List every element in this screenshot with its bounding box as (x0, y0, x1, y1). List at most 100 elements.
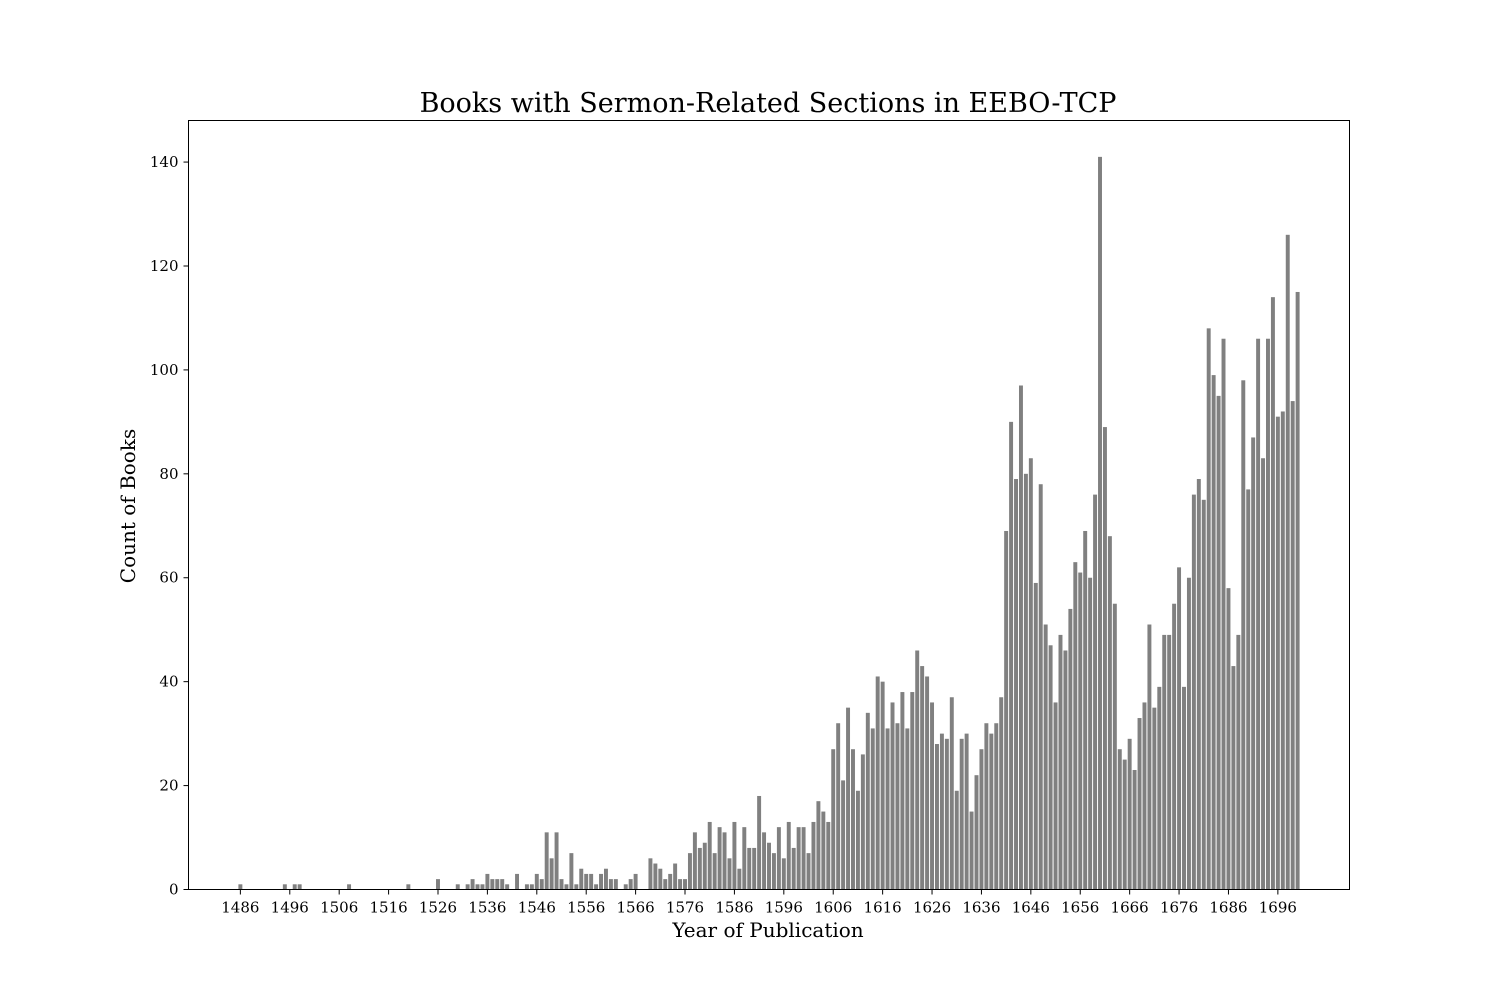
bar-1691 (1251, 437, 1256, 890)
bar-1677 (1182, 686, 1186, 890)
x-tick-label: 1516 (369, 899, 407, 917)
bar-1571 (658, 868, 663, 890)
bar-1545 (529, 884, 534, 890)
x-tick-label: 1496 (271, 899, 309, 917)
bar-1544 (524, 884, 529, 890)
x-tick-label: 1636 (962, 899, 1000, 917)
bar-1520 (406, 884, 411, 890)
bar-1555 (579, 868, 584, 890)
x-tick-label: 1696 (1259, 899, 1297, 917)
bar-1665 (1122, 759, 1127, 890)
bar-1497 (292, 884, 297, 890)
bar-1604 (821, 811, 826, 890)
bar-1537 (490, 879, 495, 890)
y-tick-label: 80 (159, 465, 178, 483)
bar-1635 (974, 775, 979, 890)
bar-1540 (505, 884, 510, 890)
bar-1597 (786, 821, 791, 890)
bar-1535 (480, 884, 485, 890)
bar-1684 (1216, 395, 1221, 890)
bar-1695 (1270, 297, 1275, 890)
bar-1569 (648, 858, 653, 890)
bar-1587 (737, 868, 742, 890)
bar-1624 (920, 666, 925, 890)
bar-1582 (712, 853, 717, 890)
bar-1645 (1023, 473, 1028, 890)
bar-1534 (475, 884, 480, 890)
bar-1687 (1231, 666, 1236, 890)
bar-1671 (1152, 707, 1157, 890)
bar-1641 (1004, 530, 1009, 890)
bar-1666 (1127, 738, 1132, 890)
bar-1581 (707, 821, 712, 890)
bar-1596 (781, 858, 786, 890)
bar-1661 (1102, 427, 1107, 890)
bar-1627 (934, 744, 939, 890)
bar-1662 (1107, 536, 1112, 890)
x-tick-label: 1506 (320, 899, 358, 917)
y-axis-label: Count of Books (116, 429, 140, 583)
bar-1654 (1068, 608, 1073, 890)
bar-1612 (860, 754, 865, 890)
bar-1678 (1186, 577, 1191, 890)
bar-1647 (1033, 582, 1038, 890)
bar-1632 (959, 738, 964, 890)
bar-1554 (574, 884, 579, 890)
bar-1574 (673, 863, 678, 890)
bar-1673 (1162, 634, 1167, 890)
bar-1663 (1112, 603, 1117, 890)
x-axis-label: Year of Publication (671, 918, 863, 942)
x-tick-label: 1656 (1061, 899, 1099, 917)
bar-1584 (722, 832, 727, 890)
bar-1551 (559, 879, 564, 890)
bar-1626 (930, 702, 935, 890)
bar-1570 (653, 863, 658, 890)
bar-1651 (1053, 702, 1058, 890)
x-tick-label: 1606 (814, 899, 852, 917)
bar-1575 (678, 879, 683, 890)
bar-1686 (1226, 588, 1231, 890)
bar-1644 (1018, 385, 1023, 890)
bar-1693 (1261, 458, 1266, 890)
bar-1576 (683, 879, 687, 890)
bar-1622 (910, 692, 915, 890)
plot-frame (188, 120, 1350, 890)
bar-1580 (702, 842, 707, 890)
bar-1636 (979, 749, 984, 890)
bar-1679 (1191, 494, 1196, 890)
x-tick-label: 1666 (1111, 899, 1149, 917)
bar-1694 (1266, 338, 1270, 890)
bar-1681 (1201, 499, 1206, 890)
bar-1642 (1009, 421, 1014, 890)
bar-1532 (465, 884, 470, 890)
y-tick-label: 120 (150, 257, 179, 275)
chart-title: Books with Sermon-Related Sections in EE… (420, 88, 1117, 119)
bar-1692 (1256, 338, 1261, 890)
bar-1598 (791, 847, 796, 890)
bar-1600 (801, 827, 806, 890)
bar-1549 (549, 858, 554, 890)
bar-1486 (238, 884, 243, 890)
bar-1539 (500, 879, 505, 890)
bar-1617 (885, 728, 890, 890)
bar-1583 (717, 827, 722, 890)
bar-1558 (594, 884, 599, 890)
bar-1562 (613, 879, 618, 890)
y-tick-label: 20 (159, 777, 178, 795)
bar-1621 (905, 728, 910, 890)
x-tick-label: 1486 (221, 899, 259, 917)
bar-1625 (925, 676, 930, 890)
bar-1634 (969, 811, 974, 890)
bar-1564 (623, 884, 628, 890)
bar-1508 (347, 884, 352, 890)
bar-1672 (1157, 686, 1162, 890)
bar-1698 (1285, 234, 1290, 890)
x-tick-label: 1546 (518, 899, 556, 917)
bar-1696 (1275, 416, 1280, 890)
bar-1618 (890, 702, 895, 890)
bar-1683 (1211, 375, 1216, 890)
bar-1578 (692, 832, 697, 890)
bar-1690 (1246, 489, 1251, 890)
bars-group (238, 156, 1300, 890)
bar-1498 (297, 884, 302, 890)
